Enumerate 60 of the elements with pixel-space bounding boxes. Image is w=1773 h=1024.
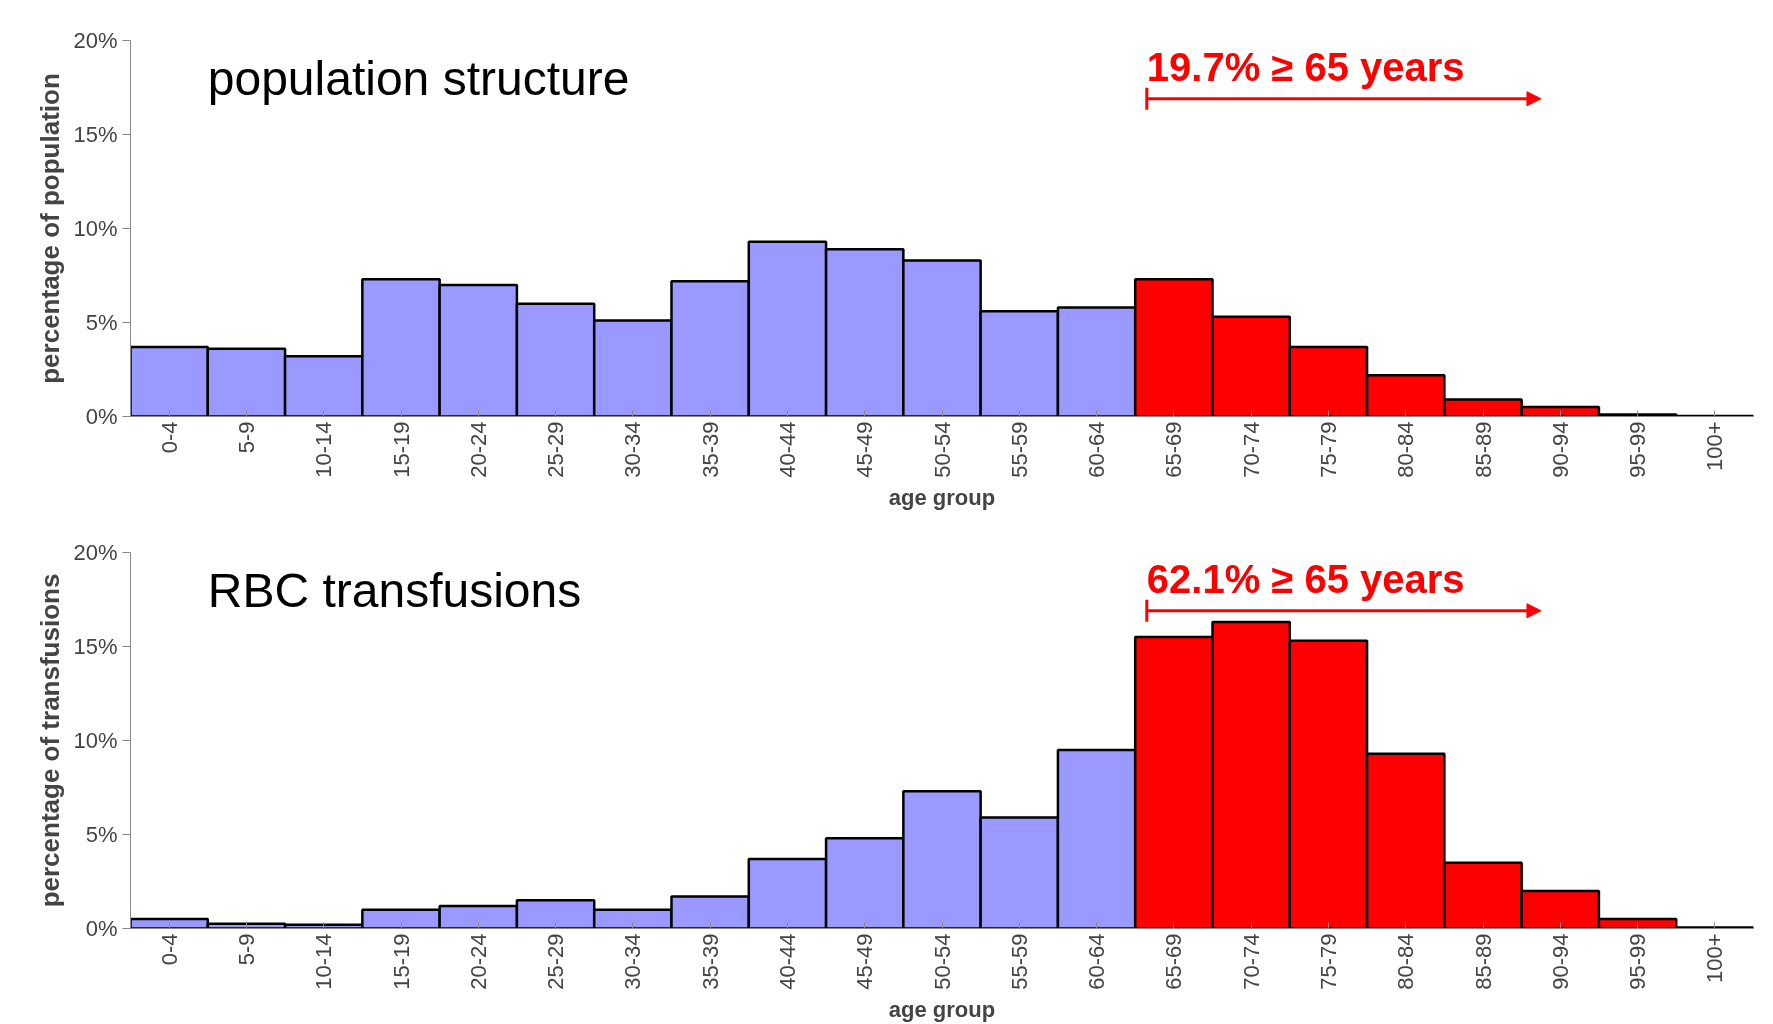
x-tick-label: 65-69 bbox=[1161, 933, 1187, 990]
x-tick-label: 5-9 bbox=[233, 421, 259, 454]
x-tick-label: 45-49 bbox=[852, 933, 878, 990]
x-tick-label: 90-94 bbox=[1547, 421, 1573, 478]
x-tick-label: 95-99 bbox=[1625, 933, 1651, 990]
x-tick-label: 100+ bbox=[1702, 421, 1728, 472]
x-tick-label: 0-4 bbox=[156, 933, 182, 966]
y-tick-label: 15% bbox=[73, 122, 118, 147]
x-tick-label: 75-79 bbox=[1315, 421, 1341, 478]
x-tick-label: 95-99 bbox=[1625, 421, 1651, 478]
x-tick-label: 35-39 bbox=[697, 421, 723, 478]
x-tick-label: 5-9 bbox=[233, 933, 259, 966]
x-tick-label: 55-59 bbox=[1006, 933, 1032, 990]
y-tick-label: 20% bbox=[73, 28, 118, 53]
y-tick-label: 0% bbox=[85, 916, 118, 941]
y-tick-label: 15% bbox=[73, 634, 118, 659]
x-tick-label: 70-74 bbox=[1238, 933, 1264, 990]
x-axis-title: age group bbox=[888, 996, 996, 1022]
x-tick-label: 100+ bbox=[1702, 933, 1728, 984]
x-tick-label: 15-19 bbox=[388, 933, 414, 990]
x-tick-label: 30-34 bbox=[620, 421, 646, 478]
chart-title: population structure bbox=[207, 51, 630, 105]
x-tick-label: 60-64 bbox=[1084, 933, 1110, 990]
chart-title: RBC transfusions bbox=[207, 563, 582, 617]
x-tick-label: 80-84 bbox=[1393, 421, 1419, 478]
x-tick-label: 85-89 bbox=[1470, 421, 1496, 478]
x-tick-label: 0-4 bbox=[156, 421, 182, 454]
y-tick-label: 10% bbox=[73, 728, 118, 753]
x-tick-label: 25-29 bbox=[543, 933, 569, 990]
x-tick-label: 10-14 bbox=[311, 933, 337, 990]
x-tick-label: 65-69 bbox=[1161, 421, 1187, 478]
x-tick-label: 20-24 bbox=[465, 933, 491, 990]
y-axis-title: percentage of population bbox=[35, 73, 66, 384]
x-tick-label: 40-44 bbox=[774, 933, 800, 990]
x-tick-label: 85-89 bbox=[1470, 933, 1496, 990]
x-tick-label: 55-59 bbox=[1006, 421, 1032, 478]
x-tick-label: 60-64 bbox=[1084, 421, 1110, 478]
x-tick-label: 90-94 bbox=[1547, 933, 1573, 990]
annotation: 19.7% ≥ 65 years bbox=[1146, 45, 1465, 90]
x-tick-label: 70-74 bbox=[1238, 421, 1264, 478]
y-tick-label: 0% bbox=[85, 404, 118, 429]
y-tick-label: 5% bbox=[85, 822, 118, 847]
x-tick-label: 20-24 bbox=[465, 421, 491, 478]
y-tick-label: 10% bbox=[73, 216, 118, 241]
x-tick-label: 50-54 bbox=[929, 421, 955, 478]
y-tick-label: 5% bbox=[85, 310, 118, 335]
annotation: 62.1% ≥ 65 years bbox=[1146, 557, 1465, 602]
y-tick-label: 20% bbox=[73, 540, 118, 565]
x-tick-label: 50-54 bbox=[929, 933, 955, 990]
x-tick-label: 45-49 bbox=[852, 421, 878, 478]
x-tick-label: 35-39 bbox=[697, 933, 723, 990]
x-tick-label: 40-44 bbox=[774, 421, 800, 478]
x-tick-label: 30-34 bbox=[620, 933, 646, 990]
y-axis-title: percentage of transfusions bbox=[35, 573, 66, 908]
x-tick-label: 25-29 bbox=[543, 421, 569, 478]
x-tick-label: 75-79 bbox=[1315, 933, 1341, 990]
x-axis-title: age group bbox=[888, 484, 996, 510]
x-tick-label: 15-19 bbox=[388, 421, 414, 478]
x-tick-label: 80-84 bbox=[1393, 933, 1419, 990]
x-tick-label: 10-14 bbox=[311, 421, 337, 478]
